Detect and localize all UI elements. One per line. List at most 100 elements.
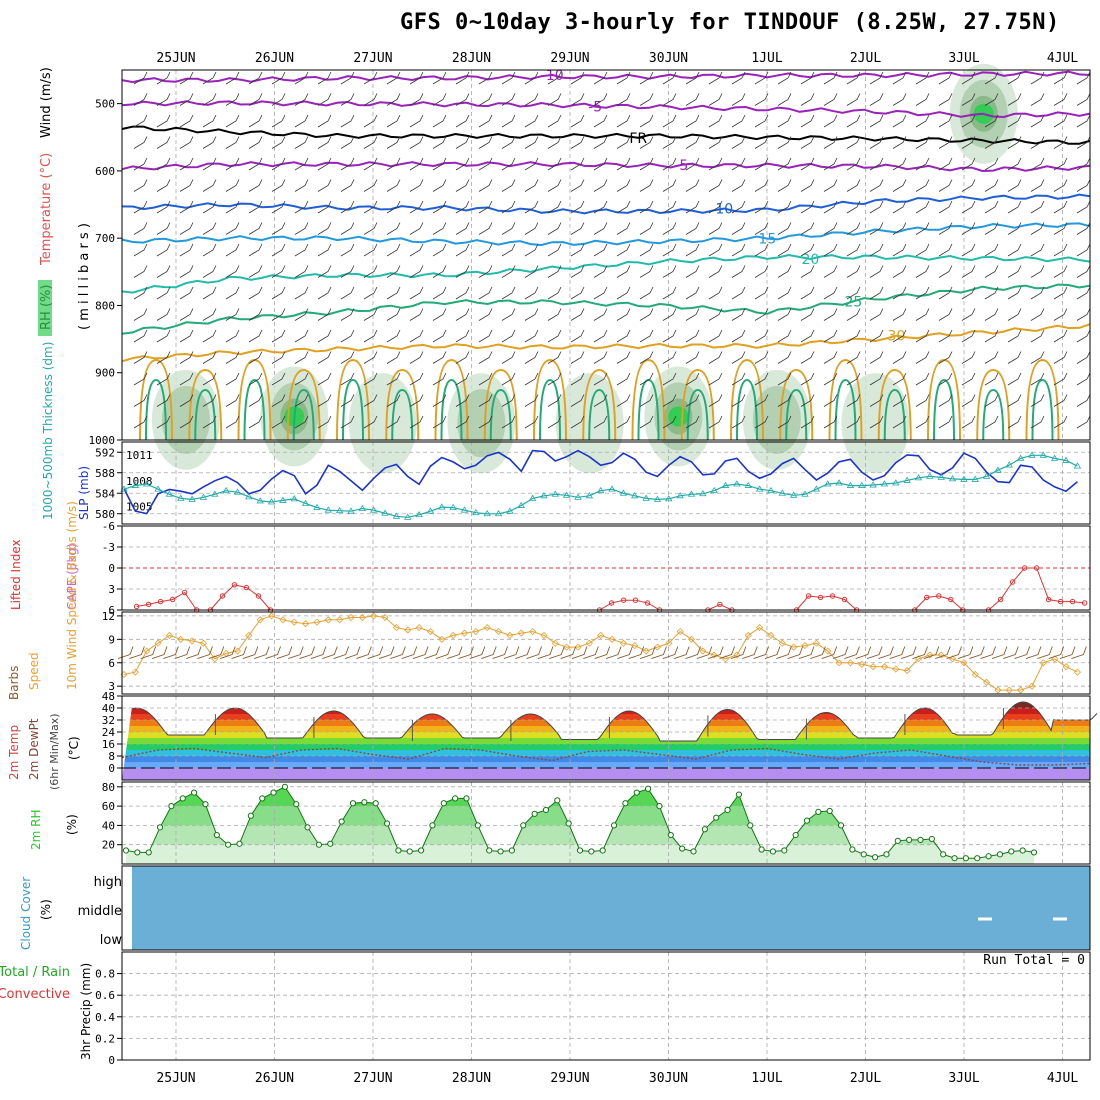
wind-barb (1030, 243, 1045, 257)
wind-barb (754, 222, 769, 235)
surface-wind-barb (492, 646, 508, 659)
wind-barb (455, 200, 470, 214)
thickness-point (1062, 456, 1070, 463)
wind-barb (1076, 286, 1091, 300)
slp-frame (121, 441, 1091, 525)
wind-barb (271, 308, 286, 321)
surface-wind-barb (787, 646, 804, 659)
wind-barb (501, 93, 516, 106)
lifted-index-point (169, 596, 176, 603)
wind-barb (501, 114, 516, 128)
wind-barb (961, 243, 976, 257)
wind-barb (179, 222, 194, 235)
wind-barb (225, 93, 240, 106)
wind-barb (202, 243, 217, 257)
cape-axis-label: CAPE (J/kg) (65, 543, 79, 610)
wind-barb (961, 415, 976, 429)
wind-barb (777, 265, 792, 278)
rh-point (1030, 849, 1038, 856)
wind-speed-point (642, 647, 650, 655)
wind-barb (386, 136, 401, 149)
wind-barb (547, 136, 562, 149)
wind-barb (593, 286, 608, 300)
wind-barb (685, 329, 700, 343)
thickness-point (631, 492, 639, 499)
surface-wind-barb (764, 646, 781, 659)
wind-barb (938, 93, 953, 106)
wind-barb (777, 308, 792, 321)
lifted-index-point (133, 603, 140, 610)
thickness-point (948, 475, 957, 482)
wind-barb (938, 286, 953, 300)
wind-barb (616, 71, 631, 85)
surface-wind-barb (798, 646, 815, 659)
wind-barb (225, 265, 240, 278)
surface-wind-barb (878, 646, 894, 659)
wind-barb (869, 243, 884, 257)
temp-band (122, 768, 1090, 780)
wind-barb (248, 372, 263, 386)
surface-contour (785, 388, 808, 441)
wind-barb (800, 308, 815, 321)
wind-barb (501, 71, 516, 85)
wind-barb (846, 114, 861, 128)
wind-speed-point (983, 678, 991, 686)
wind-barb (179, 351, 194, 364)
temp-tick-label: 24 (102, 726, 116, 739)
wind-barb (846, 200, 861, 214)
wind-speed-point (1062, 663, 1070, 671)
pressure-tick-label: 700 (95, 232, 115, 245)
wind-barb (478, 157, 493, 171)
rh-point (508, 847, 515, 854)
wind-barb (938, 265, 953, 278)
surface-contour (834, 378, 857, 441)
wind-speed-point (812, 639, 820, 647)
wind-barb (294, 415, 309, 429)
wind-speed-point (835, 659, 843, 667)
surface-wind-barb (662, 646, 679, 659)
temperature-axis-label: Temperature (°C) (39, 153, 54, 266)
surface-wind-barb (821, 646, 838, 659)
wind-barb (455, 157, 470, 171)
wind-barb (271, 286, 286, 300)
temperature-contour (121, 283, 1091, 335)
thickness-point (245, 493, 253, 500)
wind-frame (121, 611, 1091, 695)
wind-barb (133, 114, 148, 128)
temp-band (122, 756, 1090, 762)
rh-point (1008, 848, 1015, 855)
wind-barb (501, 179, 516, 192)
wind-barb (340, 222, 355, 235)
precip-axis-label: 3hr Precip (mm) (79, 963, 93, 1060)
wind-barb (708, 243, 723, 257)
wind-barb (340, 243, 355, 257)
wind-barb (616, 308, 631, 321)
wind-barb (248, 286, 263, 300)
wind-barb (984, 415, 999, 429)
surface-contour (828, 358, 863, 441)
pressure-tick-label: 800 (95, 299, 115, 312)
wind-barb (409, 157, 424, 171)
wind-barb (179, 114, 194, 128)
surface-wind-barb (367, 646, 384, 659)
wind-barb (662, 372, 677, 386)
wind-barb (455, 308, 470, 321)
rh-point (622, 800, 629, 807)
surface-wind-barb (901, 646, 917, 659)
wind-barb (202, 200, 217, 214)
wind-barb (731, 372, 746, 386)
wind-barb (501, 243, 516, 257)
lifted-index-point (1057, 598, 1064, 605)
wind-speed-point (824, 647, 832, 655)
lifted-index-point (829, 593, 836, 599)
wind-speed-point (165, 631, 173, 639)
wind-speed-point (472, 627, 480, 636)
wind-barb (248, 114, 263, 128)
surface-wind-barb (140, 646, 157, 659)
thickness-axis-label: 1000~500mb Thickness (dm) (41, 342, 55, 520)
wind-barb (386, 265, 401, 278)
wind-barb (777, 179, 792, 192)
wind-speed-point (438, 635, 446, 643)
wind-speed-point (245, 631, 253, 639)
wind-barb (1076, 136, 1091, 149)
